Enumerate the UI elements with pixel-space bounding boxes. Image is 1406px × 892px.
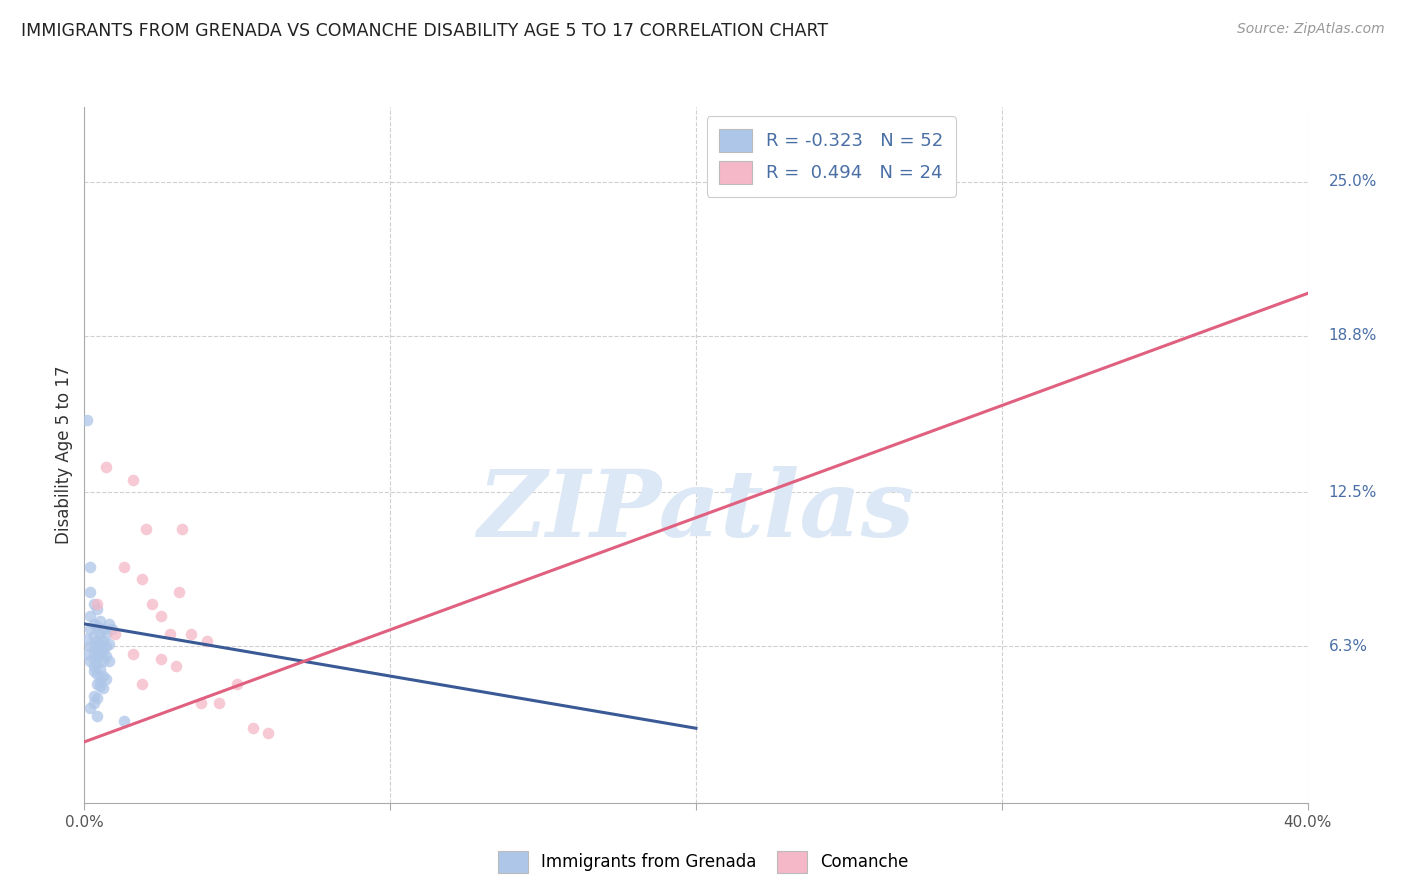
Point [83,616,105,631]
Point [91,681,114,696]
Point [86,649,108,664]
Point [208,697,231,711]
Point [159,627,181,641]
Point [149,609,172,624]
Point [91,654,114,668]
Point [94,672,117,686]
Point [83,629,105,643]
Point [89,662,111,676]
Point [79,701,101,715]
Point [79,639,101,653]
Point [86,657,108,671]
Point [76,413,98,427]
Point [141,597,163,611]
Point [86,597,108,611]
Point [83,651,105,665]
Point [172,523,194,537]
Point [86,676,108,690]
Text: IMMIGRANTS FROM GRENADA VS COMANCHE DISABILITY AGE 5 TO 17 CORRELATION CHART: IMMIGRANTS FROM GRENADA VS COMANCHE DISA… [21,22,828,40]
Point [86,634,108,648]
Point [86,708,108,723]
Point [89,679,111,693]
Point [89,637,111,651]
Point [97,637,120,651]
Point [89,615,111,629]
Point [190,697,212,711]
Point [86,602,108,616]
Point [79,654,101,668]
Point [89,674,111,689]
Point [91,622,114,636]
Point [76,632,98,646]
Point [76,647,98,661]
Point [86,619,108,633]
Point [79,584,101,599]
Point [79,622,101,636]
Point [94,649,117,664]
Legend: Immigrants from Grenada, Comanche: Immigrants from Grenada, Comanche [491,845,915,880]
Point [122,647,145,661]
Point [86,641,108,656]
Point [131,572,153,586]
Point [104,627,127,641]
Text: 25.0%: 25.0% [1329,174,1376,189]
Point [226,676,249,690]
Point [83,689,105,703]
Point [97,654,120,668]
Point [94,627,117,641]
Point [83,697,105,711]
Point [165,659,187,673]
Point [89,647,111,661]
Point [83,664,105,678]
Text: ZIPatlas: ZIPatlas [478,466,914,556]
Point [112,714,135,728]
Point [112,559,135,574]
Point [149,651,172,665]
Text: Source: ZipAtlas.com: Source: ZipAtlas.com [1237,22,1385,37]
Point [79,609,101,624]
Text: 6.3%: 6.3% [1329,639,1368,654]
Point [83,659,105,673]
Point [97,616,120,631]
Point [131,676,153,690]
Point [101,622,124,636]
Y-axis label: Disability Age 5 to 17: Disability Age 5 to 17 [55,366,73,544]
Legend: R = -0.323   N = 52, R =  0.494   N = 24: R = -0.323 N = 52, R = 0.494 N = 24 [707,116,956,197]
Point [180,627,202,641]
Point [89,627,111,641]
Point [91,669,114,683]
Point [83,597,105,611]
Point [135,523,157,537]
Point [91,644,114,658]
Text: 12.5%: 12.5% [1329,484,1376,500]
Text: 18.8%: 18.8% [1329,328,1376,343]
Point [86,691,108,706]
Point [94,460,117,475]
Point [94,639,117,653]
Point [83,639,105,653]
Point [122,473,145,487]
Point [83,647,105,661]
Point [79,559,101,574]
Point [91,634,114,648]
Point [195,634,218,648]
Point [242,721,264,735]
Point [86,666,108,681]
Point [257,726,280,740]
Point [167,584,190,599]
